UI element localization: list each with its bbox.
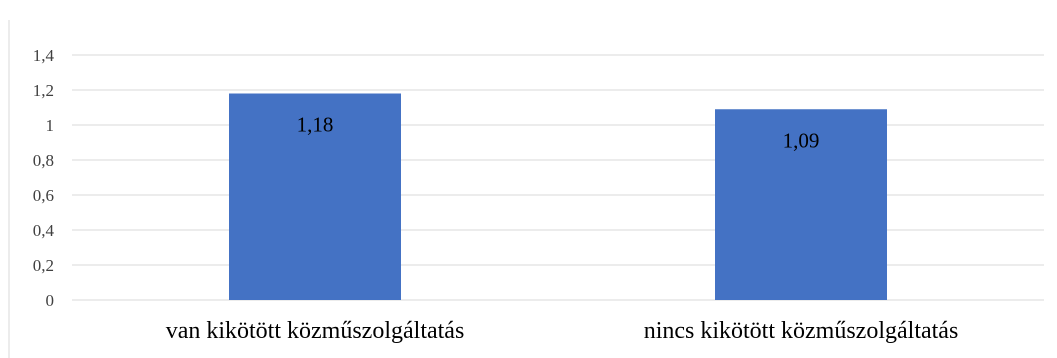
y-tick-label: 0,6 bbox=[33, 186, 54, 205]
x-category-label: nincs kikötött közműszolgáltatás bbox=[644, 318, 959, 344]
x-axis-categories: van kikötött közműszolgáltatás nincs kikö… bbox=[166, 318, 959, 344]
bars bbox=[229, 93, 887, 300]
bar bbox=[229, 93, 401, 300]
y-tick-label: 0,8 bbox=[33, 151, 54, 170]
x-category-label: van kikötött közműszolgáltatás bbox=[166, 318, 465, 344]
data-label: 1,09 bbox=[783, 128, 820, 152]
y-tick-label: 0 bbox=[46, 291, 55, 310]
y-tick-label: 0,2 bbox=[33, 256, 54, 275]
bar bbox=[715, 109, 887, 300]
y-tick-label: 1,2 bbox=[33, 81, 54, 100]
y-axis-ticks: 0 0,2 0,4 0,6 0,8 1 1,2 1,4 bbox=[33, 46, 55, 310]
data-labels: 1,18 1,09 bbox=[297, 113, 820, 153]
y-tick-label: 0,4 bbox=[33, 221, 55, 240]
y-tick-label: 1 bbox=[46, 116, 55, 135]
data-label: 1,18 bbox=[297, 113, 334, 137]
gridlines bbox=[72, 54, 1044, 301]
y-tick-label: 1,4 bbox=[33, 46, 55, 65]
